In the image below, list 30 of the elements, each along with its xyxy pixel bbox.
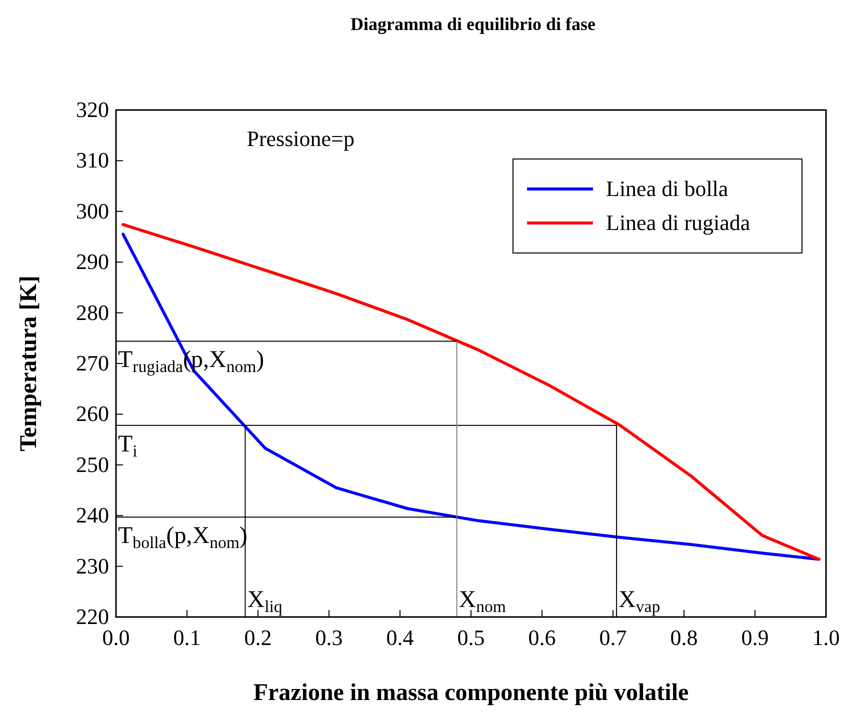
- x-tick-label: 0.3: [315, 625, 343, 650]
- annotation: X$_{nom}$: [458, 587, 506, 616]
- y-tick-label: 310: [76, 148, 109, 173]
- legend-label: Linea di rugiada: [606, 210, 750, 235]
- y-axis-title: Temperatura [K]: [16, 276, 42, 452]
- annotation: X$_{liq}$: [247, 587, 283, 616]
- chart-title: Diagramma di equilibrio di fase: [350, 14, 596, 34]
- x-tick-label: 0.8: [670, 625, 698, 650]
- x-tick-label: 1.0: [812, 625, 840, 650]
- x-tick-label: 0.7: [599, 625, 627, 650]
- legend-label: Linea di bolla: [606, 176, 728, 201]
- y-tick-label: 260: [76, 401, 109, 426]
- x-tick-label: 0.1: [173, 625, 201, 650]
- y-tick-label: 240: [76, 502, 109, 528]
- y-tick-label: 230: [76, 553, 109, 578]
- x-tick-label: 0.9: [741, 625, 769, 650]
- y-tick-label: 290: [76, 249, 109, 274]
- y-tick-label: 300: [76, 198, 109, 224]
- y-tick-label: 280: [76, 300, 109, 325]
- x-tick-label: 0.6: [528, 625, 556, 650]
- x-tick-label: 0.5: [457, 625, 485, 650]
- x-tick-label: 0.4: [386, 625, 414, 650]
- y-tick-label: 320: [76, 97, 109, 122]
- y-tick-label: 250: [76, 452, 109, 477]
- x-tick-label: 0.2: [244, 625, 272, 650]
- annotation: T$_{i}$: [118, 431, 138, 460]
- y-tick-label: 270: [76, 350, 109, 376]
- annotation: Pressione=p: [246, 126, 354, 151]
- x-axis-title: Frazione in massa componente più volatile: [253, 680, 689, 706]
- annotation: X$_{vap}$: [618, 587, 660, 616]
